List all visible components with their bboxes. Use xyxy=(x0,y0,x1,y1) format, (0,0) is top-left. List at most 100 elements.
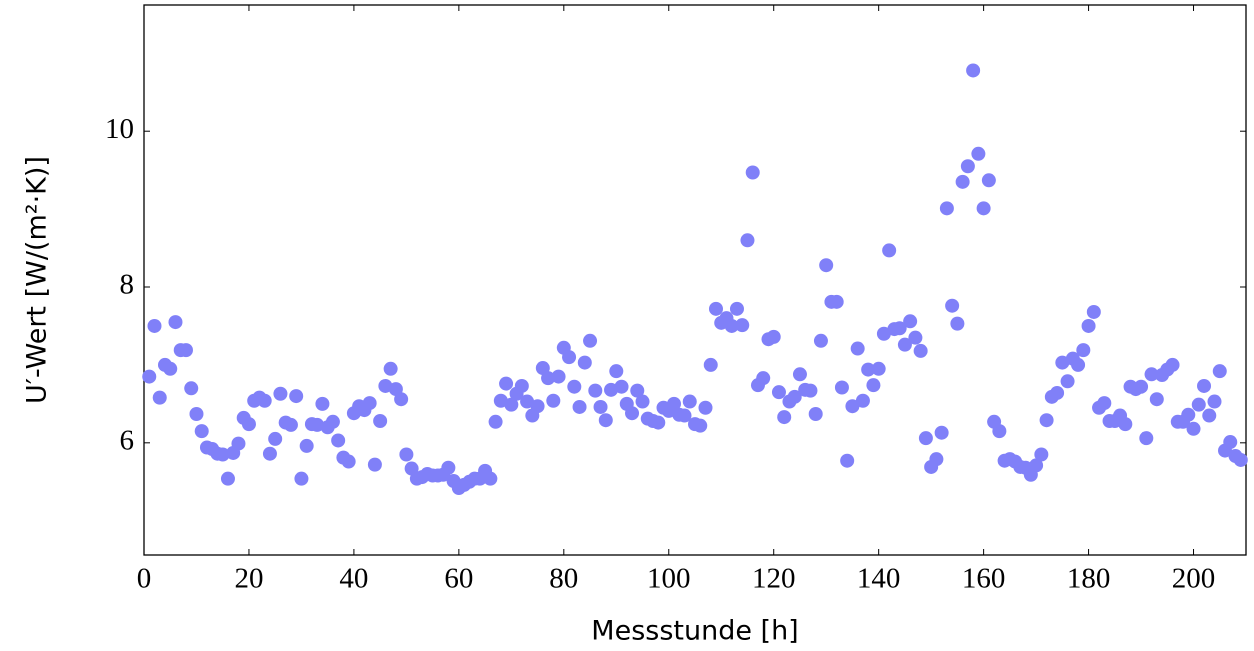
point xyxy=(341,454,356,469)
point xyxy=(792,367,807,382)
point xyxy=(1086,304,1101,319)
x-tick-label: 80 xyxy=(549,563,578,595)
point xyxy=(551,369,566,384)
point xyxy=(488,414,503,429)
point xyxy=(441,460,456,475)
point xyxy=(724,318,739,333)
x-tick-label: 160 xyxy=(962,563,1006,595)
point xyxy=(976,201,991,216)
point xyxy=(981,173,996,188)
point xyxy=(876,326,891,341)
point xyxy=(960,159,975,174)
point xyxy=(840,453,855,468)
point xyxy=(698,400,713,415)
point xyxy=(383,361,398,376)
point xyxy=(651,415,666,430)
point xyxy=(871,361,886,376)
point xyxy=(1039,413,1054,428)
point xyxy=(1134,379,1149,394)
point xyxy=(362,396,377,411)
point xyxy=(231,436,246,451)
y-axis-label: U′-Wert [W/(m²·K)] xyxy=(22,156,53,404)
point xyxy=(189,406,204,421)
point xyxy=(866,378,881,393)
point xyxy=(331,433,346,448)
y-tick-label: 6 xyxy=(120,424,135,456)
point xyxy=(1207,394,1222,409)
point xyxy=(1055,355,1070,370)
point xyxy=(766,329,781,344)
point xyxy=(635,394,650,409)
point xyxy=(897,337,912,352)
x-tick-label: 100 xyxy=(647,563,691,595)
point xyxy=(777,410,792,425)
point xyxy=(729,301,744,316)
point xyxy=(918,431,933,446)
point xyxy=(593,399,608,414)
point xyxy=(215,447,230,462)
point xyxy=(220,471,235,486)
point xyxy=(1029,458,1044,473)
point xyxy=(588,383,603,398)
point xyxy=(499,376,514,391)
point xyxy=(1050,385,1065,400)
point xyxy=(567,379,582,394)
x-tick-label: 140 xyxy=(857,563,901,595)
point xyxy=(147,318,162,333)
point xyxy=(598,413,613,428)
point xyxy=(530,399,545,414)
point xyxy=(787,389,802,404)
point xyxy=(572,399,587,414)
point xyxy=(1060,374,1075,389)
x-tick-label: 120 xyxy=(752,563,796,595)
point xyxy=(1186,421,1201,436)
point xyxy=(152,390,167,405)
point xyxy=(903,314,918,329)
point xyxy=(913,343,928,358)
plot-frame xyxy=(143,4,1247,556)
point xyxy=(577,355,592,370)
point xyxy=(168,315,183,330)
point xyxy=(955,174,970,189)
point xyxy=(945,298,960,313)
point xyxy=(808,406,823,421)
point xyxy=(373,414,388,429)
point xyxy=(708,301,723,316)
point xyxy=(929,452,944,467)
point xyxy=(493,393,508,408)
point xyxy=(541,371,556,386)
point xyxy=(1202,408,1217,423)
point xyxy=(520,394,535,409)
y-tick-label: 10 xyxy=(105,113,134,145)
point xyxy=(966,63,981,78)
point xyxy=(483,471,498,486)
point xyxy=(892,321,907,336)
point xyxy=(546,393,561,408)
x-tick-label: 60 xyxy=(444,563,473,595)
point xyxy=(908,330,923,345)
point xyxy=(1233,452,1248,467)
point xyxy=(325,414,340,429)
point xyxy=(845,399,860,414)
point xyxy=(142,369,157,384)
x-tick-label: 20 xyxy=(234,563,263,595)
point xyxy=(367,457,382,472)
point xyxy=(399,447,414,462)
point xyxy=(283,417,298,432)
point xyxy=(394,392,409,407)
point xyxy=(1071,357,1086,372)
point xyxy=(771,385,786,400)
point xyxy=(1118,417,1133,432)
point xyxy=(1144,367,1159,382)
point xyxy=(614,379,629,394)
point xyxy=(1197,378,1212,393)
point xyxy=(1139,431,1154,446)
point xyxy=(299,438,314,453)
point xyxy=(819,258,834,273)
point xyxy=(677,408,692,423)
point xyxy=(813,333,828,348)
point xyxy=(583,333,598,348)
point xyxy=(504,397,519,412)
